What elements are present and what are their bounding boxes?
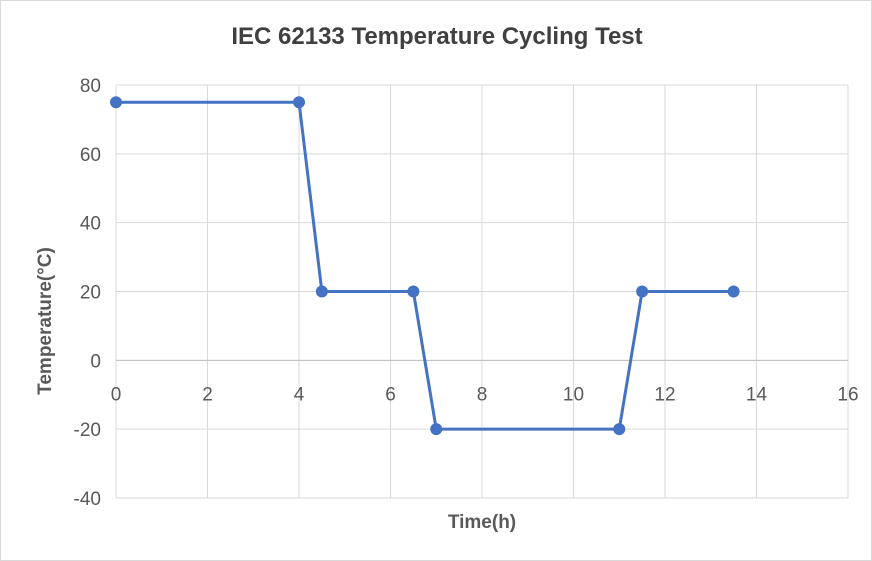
data-point: [110, 96, 122, 109]
y-tick-label: 20: [80, 283, 101, 304]
data-point: [315, 285, 328, 298]
y-tick-label: -20: [74, 420, 101, 441]
y-tick-label: -40: [74, 489, 101, 510]
x-tick-label: 6: [385, 384, 396, 405]
x-axis-title: Time(h): [448, 512, 516, 533]
data-point: [293, 96, 305, 109]
x-tick-label: 2: [202, 384, 213, 405]
x-tick-label: 0: [111, 384, 122, 405]
x-tick-label: 10: [563, 384, 584, 405]
chart-title: IEC 62133 Temperature Cycling Test: [231, 23, 642, 50]
x-tick-label: 4: [294, 384, 305, 405]
series-line: [114, 100, 736, 431]
data-series: [110, 96, 740, 436]
data-point: [727, 285, 740, 298]
x-tick-label: 14: [746, 384, 768, 405]
y-axis-title: Temperature(°C): [35, 247, 56, 395]
data-point: [636, 285, 649, 298]
tick-labels: 0 2 4 6 8 10 12 14 16 -40 -20 0 20 40 60 80: [74, 76, 859, 510]
x-tick-label: 12: [654, 384, 675, 405]
data-point: [613, 423, 626, 436]
y-tick-label: 80: [80, 76, 101, 97]
x-tick-label: 8: [477, 384, 488, 405]
x-tick-label: 16: [837, 384, 858, 405]
data-point: [407, 285, 420, 298]
y-tick-label: 60: [80, 145, 101, 166]
data-point: [430, 423, 443, 436]
y-tick-label: 40: [80, 214, 101, 235]
y-tick-label: 0: [90, 351, 101, 372]
